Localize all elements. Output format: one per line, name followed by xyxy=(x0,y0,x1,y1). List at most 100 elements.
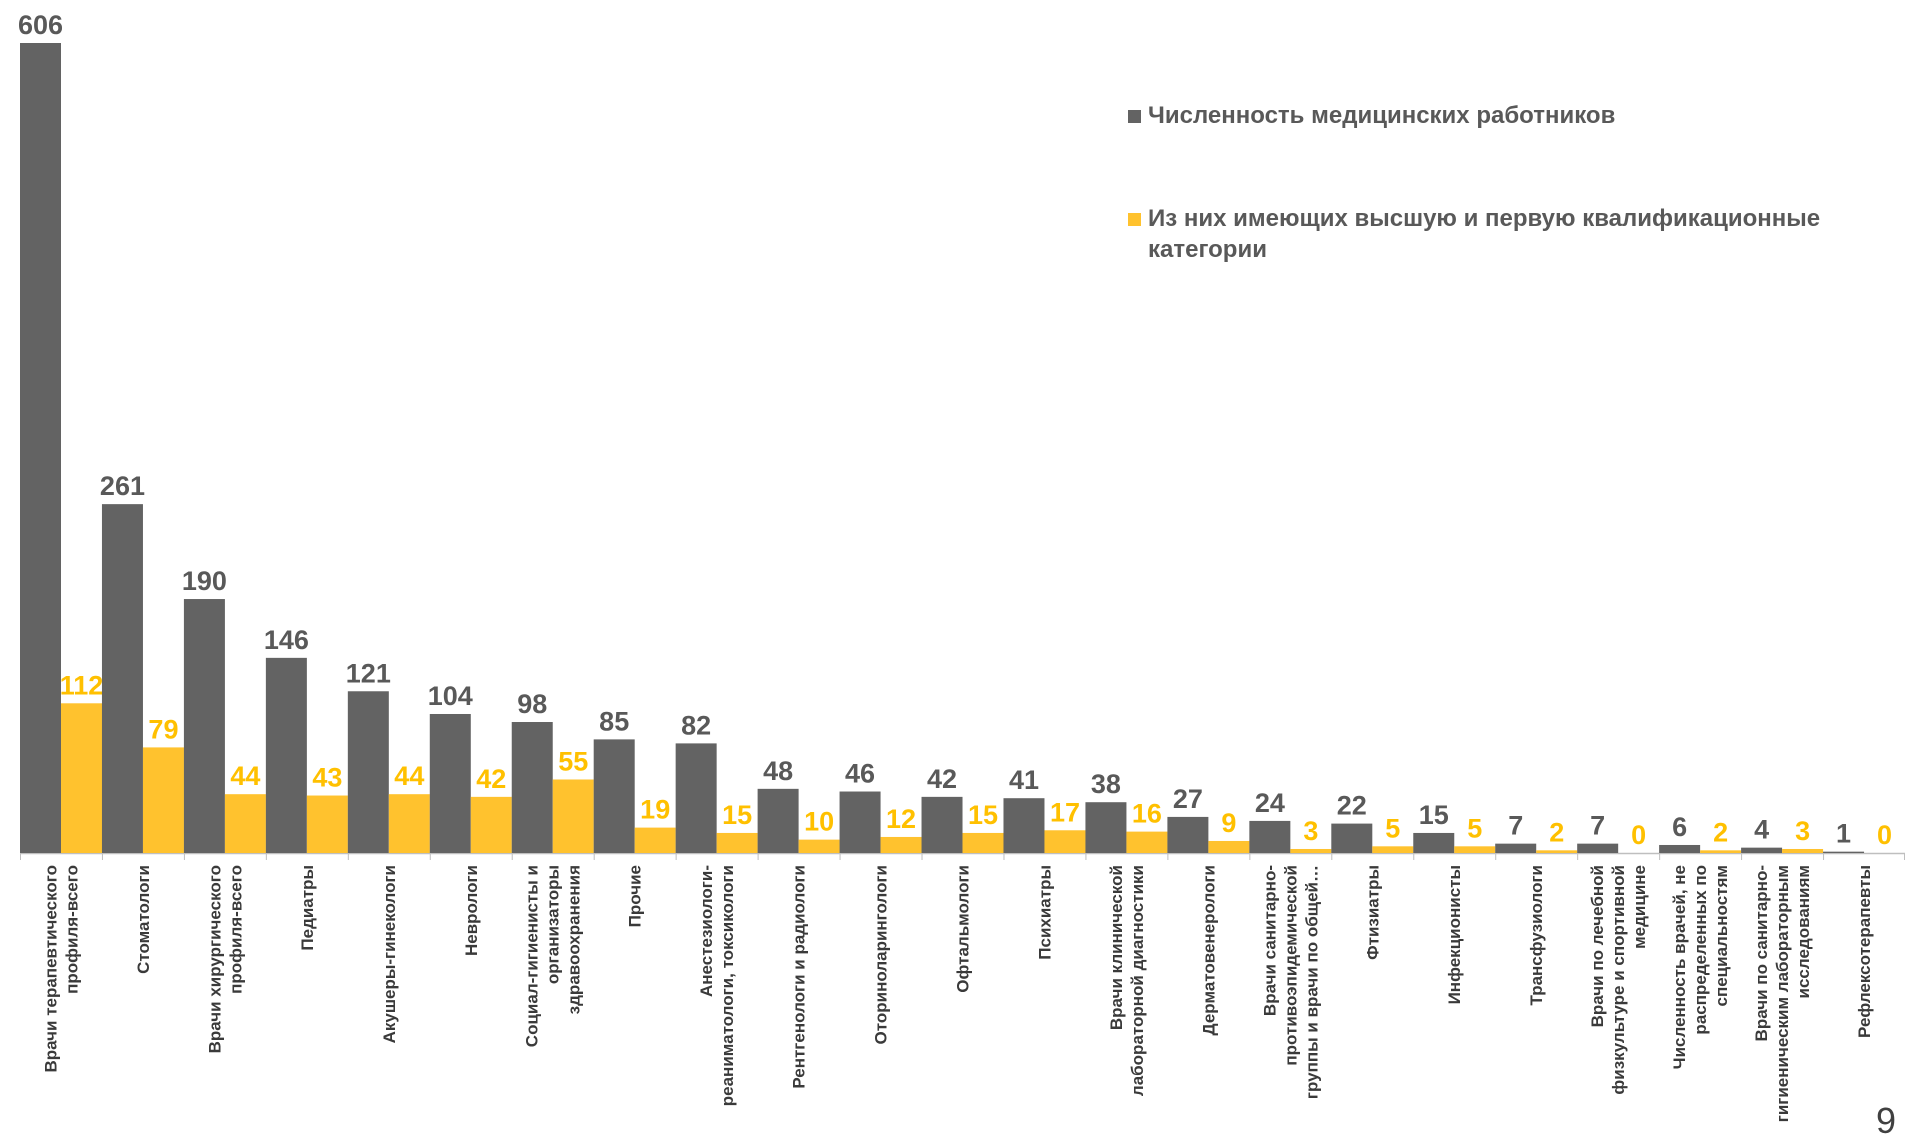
bar-qualified xyxy=(716,832,758,853)
bar-total xyxy=(101,504,143,853)
bar-total xyxy=(183,599,225,853)
data-label-total: 46 xyxy=(845,759,875,789)
data-label-total: 41 xyxy=(1009,765,1039,795)
data-label-qualified: 10 xyxy=(804,807,834,837)
bar-total xyxy=(593,739,635,853)
category-label: Анестезиологи-реаниматологи, токсикологи xyxy=(697,865,737,1106)
category-label-line: медицине xyxy=(1630,865,1649,949)
data-label-total: 85 xyxy=(599,706,629,736)
data-label-qualified: 5 xyxy=(1385,813,1400,843)
category-label-line: Врачи по санитарно- xyxy=(1752,865,1771,1041)
bar-total xyxy=(1249,820,1291,853)
data-label-total: 1 xyxy=(1836,819,1851,849)
category-label-line: организаторы xyxy=(544,865,563,984)
category-label-line: здравоохранения xyxy=(565,865,584,1014)
bar-total xyxy=(347,691,389,853)
category-label: Трансфузиологи xyxy=(1527,865,1546,1006)
category-label-line: Оториноларингологи xyxy=(872,865,891,1044)
category-label-line: Анестезиологи- xyxy=(697,865,716,997)
category-label: Психиатры xyxy=(1036,865,1055,960)
legend-label-qualified-staff: Из них имеющих высшую и первую квалифика… xyxy=(1148,205,1821,263)
category-label-line: Врачи клинической xyxy=(1107,865,1126,1030)
category-label-line: физкультуре и спортивной xyxy=(1609,865,1628,1095)
bar-total xyxy=(1823,851,1865,853)
category-label: Врачи по лечебной физкультуре и спортивно… xyxy=(1588,865,1649,1095)
category-label-line: Неврологи xyxy=(462,865,481,956)
bar-total xyxy=(1659,844,1701,853)
data-label-total: 24 xyxy=(1255,788,1285,818)
bar-qualified xyxy=(1700,850,1742,853)
category-label-line: Численность врачей, не xyxy=(1670,865,1689,1069)
bar-qualified xyxy=(388,794,430,853)
category-label-line: Психиатры xyxy=(1036,865,1055,960)
data-label-total: 7 xyxy=(1508,811,1523,841)
category-label: Прочие xyxy=(626,865,645,927)
bar-qualified xyxy=(1372,846,1414,853)
bar-qualified xyxy=(634,827,676,853)
bar-total xyxy=(1085,802,1127,853)
bar-qualified xyxy=(1126,831,1168,853)
data-label-total: 42 xyxy=(927,764,957,794)
legend-item-qualified-staff: Из них имеющих высшую и первую квалифика… xyxy=(1128,203,1908,265)
category-label-line: распределенных по xyxy=(1691,865,1710,1035)
data-label-qualified: 5 xyxy=(1467,813,1482,843)
data-label-qualified: 9 xyxy=(1221,808,1236,838)
data-label-qualified: 19 xyxy=(640,795,670,825)
category-label: Рефлексотерапевты xyxy=(1855,865,1874,1038)
category-label-line: Врачи санитарно- xyxy=(1260,865,1279,1016)
category-label-line: реаниматологи, токсикологи xyxy=(718,865,737,1106)
data-label-total: 261 xyxy=(100,471,145,501)
category-label-line: Рефлексотерапевты xyxy=(1855,865,1874,1038)
data-label-total: 98 xyxy=(517,689,547,719)
data-label-total: 190 xyxy=(182,566,227,596)
category-label: Социал-гигиенисты и организаторы здравоохр… xyxy=(523,865,584,1047)
bar-qualified xyxy=(1290,848,1332,853)
category-label-line: Офтальмологи xyxy=(954,865,973,993)
category-label: Рентгенологи и радиологи xyxy=(790,865,809,1089)
bar-total xyxy=(20,43,61,853)
data-label-qualified: 2 xyxy=(1713,817,1728,847)
data-label-qualified: 17 xyxy=(1050,797,1080,827)
category-label: Стоматологи xyxy=(134,865,153,974)
category-label-line: Акушеры-гинекологи xyxy=(380,865,399,1043)
data-label-total: 15 xyxy=(1419,800,1449,830)
category-label: Дерматовенерологи xyxy=(1199,865,1218,1035)
category-label-line: гигиеническим лабораторным xyxy=(1773,865,1792,1122)
category-label-line: исследованиям xyxy=(1794,865,1813,998)
bar-qualified xyxy=(306,795,348,853)
category-label-line: Врачи терапевтического xyxy=(42,865,61,1073)
data-label-total: 6 xyxy=(1672,812,1687,842)
category-label: Неврологи xyxy=(462,865,481,956)
data-label-qualified: 0 xyxy=(1877,820,1892,850)
data-label-qualified: 16 xyxy=(1132,799,1162,829)
category-label: Врачи клинической лабораторной диагностик… xyxy=(1107,865,1147,1096)
data-label-total: 22 xyxy=(1337,791,1367,821)
category-label-line: профиля-всего xyxy=(63,865,82,994)
category-label-line: Стоматологи xyxy=(134,865,153,974)
category-label-line: Прочие xyxy=(626,865,645,927)
bar-qualified xyxy=(1208,840,1250,853)
category-label-line: противоэпидемической xyxy=(1281,865,1300,1066)
bar-qualified xyxy=(552,779,594,853)
data-label-qualified: 3 xyxy=(1795,816,1810,846)
bar-qualified xyxy=(1454,846,1496,853)
bar-qualified xyxy=(224,794,266,853)
category-label-line: Врачи хирургического xyxy=(205,865,224,1053)
bar-qualified xyxy=(142,747,184,853)
category-label: Оториноларингологи xyxy=(872,865,891,1044)
category-label: Акушеры-гинекологи xyxy=(380,865,399,1043)
bar-qualified xyxy=(1044,830,1086,853)
bar-qualified xyxy=(61,703,102,853)
legend-swatch-qualified-staff xyxy=(1128,213,1141,226)
data-label-total: 606 xyxy=(18,10,63,40)
data-label-qualified: 55 xyxy=(558,746,588,776)
data-label-total: 82 xyxy=(681,710,711,740)
category-label-line: Социал-гигиенисты и xyxy=(523,865,542,1047)
data-label-qualified: 44 xyxy=(394,761,424,791)
bar-qualified xyxy=(962,832,1004,853)
data-label-qualified: 3 xyxy=(1303,816,1318,846)
data-label-total: 104 xyxy=(428,681,473,711)
data-label-total: 4 xyxy=(1754,815,1769,845)
data-label-total: 48 xyxy=(763,756,793,786)
